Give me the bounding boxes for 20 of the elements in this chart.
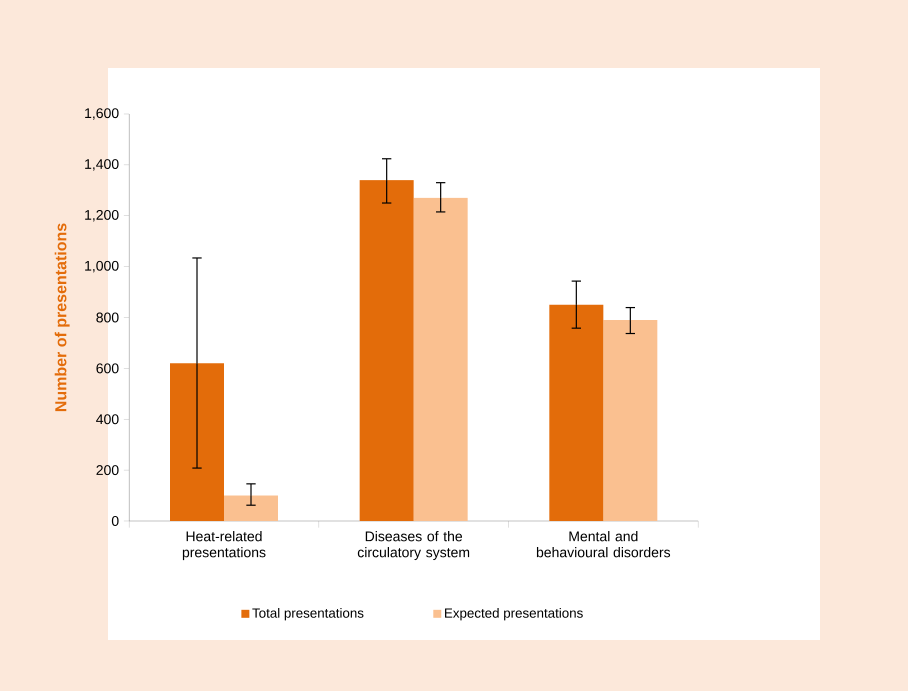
y-tick-label: 1,200 xyxy=(85,210,119,222)
bar xyxy=(414,198,468,521)
bar xyxy=(549,304,604,521)
y-tick-label: 1,600 xyxy=(85,108,119,120)
y-tick-label: 1,000 xyxy=(85,260,119,272)
y-tick-label: 200 xyxy=(96,465,119,476)
y-axis-title: Number of presentations xyxy=(54,223,70,412)
bar xyxy=(603,320,658,521)
bar xyxy=(360,180,414,521)
bar xyxy=(224,496,278,521)
x-tick-label: Mental and behavioural disorders xyxy=(536,531,670,558)
legend-label: Total presentations xyxy=(252,608,364,620)
y-tick-label: 1,400 xyxy=(85,159,119,171)
y-tick-label: 800 xyxy=(96,312,119,322)
x-tick-label: Diseases of the circulatory system xyxy=(358,531,470,560)
x-tick-label: Heat-related presentations xyxy=(182,531,266,560)
y-tick-label: 0 xyxy=(112,516,119,526)
legend-label: Expected presentations xyxy=(445,608,583,620)
y-tick-label: 400 xyxy=(96,414,119,424)
y-tick-label: 600 xyxy=(96,363,119,374)
